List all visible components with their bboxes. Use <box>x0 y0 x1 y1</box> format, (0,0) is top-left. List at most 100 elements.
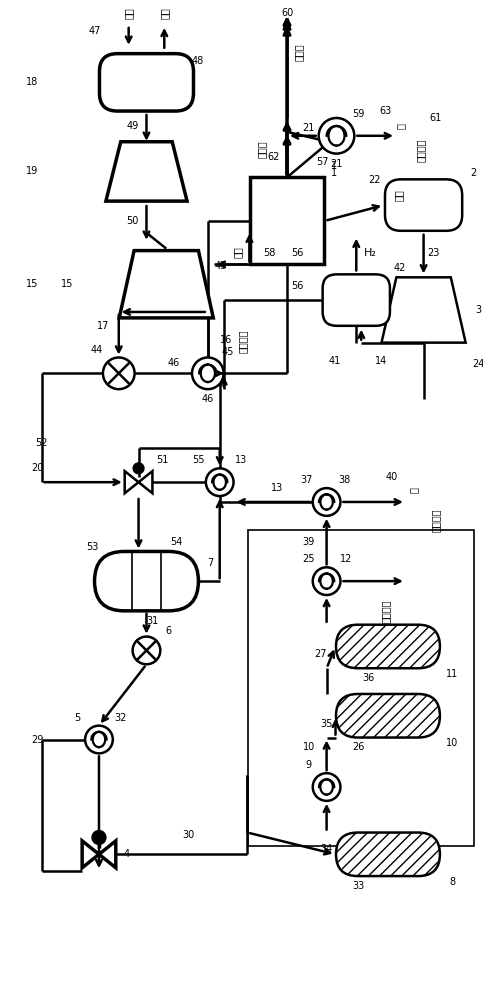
Circle shape <box>313 488 341 516</box>
FancyBboxPatch shape <box>336 833 440 876</box>
Text: 33: 33 <box>352 881 364 891</box>
Text: 54: 54 <box>170 537 183 547</box>
Text: 去离子水: 去离子水 <box>238 330 247 353</box>
Text: 31: 31 <box>146 616 158 626</box>
Text: 47: 47 <box>89 26 101 36</box>
Text: 56: 56 <box>291 281 303 291</box>
Circle shape <box>319 118 355 154</box>
Text: 6: 6 <box>165 626 171 636</box>
Text: 2: 2 <box>470 168 476 178</box>
Circle shape <box>206 468 234 496</box>
Text: 空气: 空气 <box>124 7 134 19</box>
Text: 沼气: 沼气 <box>394 189 404 201</box>
Text: 13: 13 <box>235 455 248 465</box>
Polygon shape <box>106 142 187 201</box>
Text: 45: 45 <box>221 347 234 357</box>
Circle shape <box>93 832 105 843</box>
Text: 42: 42 <box>394 263 406 273</box>
Text: 26: 26 <box>352 742 365 752</box>
Text: 55: 55 <box>192 455 204 465</box>
Text: 水: 水 <box>409 487 419 493</box>
Text: 24: 24 <box>472 359 483 369</box>
Polygon shape <box>382 277 466 343</box>
Text: 46: 46 <box>167 358 179 368</box>
FancyBboxPatch shape <box>336 694 440 738</box>
Text: 8: 8 <box>449 877 455 887</box>
Text: 1: 1 <box>331 161 338 171</box>
Circle shape <box>134 463 143 473</box>
Text: 21: 21 <box>330 159 342 169</box>
Text: 冷凝介质: 冷凝介质 <box>430 508 440 532</box>
Text: 34: 34 <box>321 844 333 854</box>
FancyBboxPatch shape <box>95 551 199 611</box>
Text: 10: 10 <box>446 738 458 748</box>
Circle shape <box>103 357 135 389</box>
Polygon shape <box>119 251 213 318</box>
Bar <box>250 177 324 264</box>
Text: 水: 水 <box>396 123 406 129</box>
Text: 17: 17 <box>97 321 109 331</box>
FancyBboxPatch shape <box>99 54 194 111</box>
Text: 16: 16 <box>220 335 232 345</box>
Polygon shape <box>99 841 116 868</box>
Text: 25: 25 <box>302 554 315 564</box>
Text: 1: 1 <box>331 168 338 178</box>
Text: 20: 20 <box>31 463 44 473</box>
Text: 22: 22 <box>368 175 380 185</box>
Text: 48: 48 <box>192 56 204 66</box>
Text: 11: 11 <box>446 669 458 679</box>
Text: 29: 29 <box>31 735 44 745</box>
Text: 废料: 废料 <box>232 247 242 258</box>
Polygon shape <box>82 841 99 868</box>
Text: 43: 43 <box>214 261 227 271</box>
Text: 52: 52 <box>35 438 48 448</box>
Text: 38: 38 <box>338 475 351 485</box>
Text: 10: 10 <box>303 742 315 752</box>
Text: 30: 30 <box>182 830 194 840</box>
Text: 15: 15 <box>61 279 73 289</box>
Text: 21: 21 <box>302 123 315 133</box>
Text: 碳捕集: 碳捕集 <box>294 44 304 61</box>
Text: 15: 15 <box>26 279 38 289</box>
Circle shape <box>192 357 224 389</box>
Text: 32: 32 <box>114 713 127 723</box>
Circle shape <box>133 637 160 664</box>
Text: 14: 14 <box>375 356 387 366</box>
FancyBboxPatch shape <box>323 274 390 326</box>
FancyBboxPatch shape <box>385 179 462 231</box>
Text: 61: 61 <box>429 113 441 123</box>
Text: 烟气: 烟气 <box>159 7 169 19</box>
Text: 63: 63 <box>380 106 392 116</box>
Polygon shape <box>125 471 139 493</box>
Text: 9: 9 <box>306 760 312 770</box>
Text: 19: 19 <box>26 166 38 176</box>
Text: 57: 57 <box>316 157 329 167</box>
Text: 49: 49 <box>127 121 139 131</box>
Text: H₂: H₂ <box>364 248 377 258</box>
Text: 44: 44 <box>91 345 103 355</box>
Text: 27: 27 <box>314 649 327 659</box>
Text: 13: 13 <box>271 483 283 493</box>
Text: 50: 50 <box>127 216 139 226</box>
Text: 7: 7 <box>208 558 214 568</box>
Text: 53: 53 <box>86 542 98 552</box>
Text: 60: 60 <box>281 8 293 18</box>
Text: 62: 62 <box>267 152 279 162</box>
Text: 41: 41 <box>328 356 341 366</box>
Circle shape <box>313 567 341 595</box>
Text: 4: 4 <box>124 849 130 859</box>
Text: 56: 56 <box>291 248 303 258</box>
Text: 59: 59 <box>352 109 365 119</box>
Text: 58: 58 <box>263 248 275 258</box>
Text: 5: 5 <box>74 713 80 723</box>
Text: 36: 36 <box>362 673 374 683</box>
Text: 40: 40 <box>386 472 398 482</box>
Text: 生物质: 生物质 <box>256 141 266 158</box>
FancyBboxPatch shape <box>336 625 440 668</box>
Text: 12: 12 <box>340 554 353 564</box>
Bar <box>248 530 474 846</box>
Text: 35: 35 <box>320 719 333 729</box>
Text: 去离子水: 去离子水 <box>381 599 391 623</box>
Text: 39: 39 <box>303 537 315 547</box>
Text: 46: 46 <box>202 394 214 404</box>
